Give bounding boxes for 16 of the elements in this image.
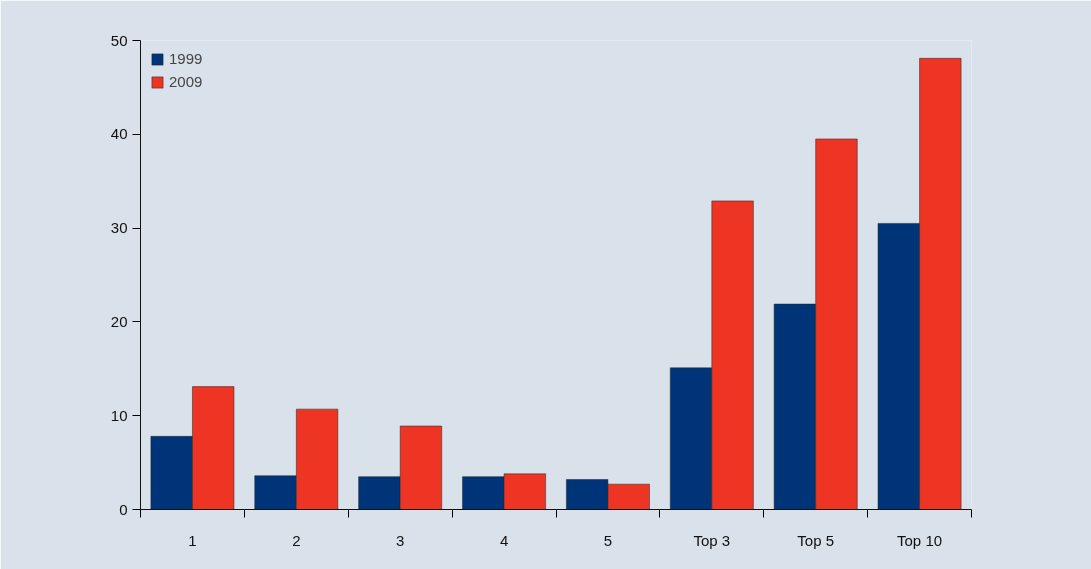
- y-tick-label: 0: [119, 500, 128, 518]
- y-tick-label: 50: [110, 31, 128, 49]
- x-tick-label: 3: [396, 531, 405, 549]
- x-tick-label: 4: [499, 531, 509, 549]
- legend-label: 1999: [169, 50, 203, 67]
- x-tick-label: 5: [603, 531, 613, 549]
- x-tick-label: Top 5: [797, 531, 835, 549]
- y-tick-label: 30: [110, 219, 128, 237]
- legend-label: 2009: [169, 73, 203, 90]
- x-tick-label: Top 3: [693, 531, 731, 549]
- y-tick-label: 20: [110, 312, 128, 330]
- x-tick-label: 2: [292, 531, 301, 549]
- y-tick-label: 40: [110, 125, 128, 143]
- x-tick-label: Top 10: [897, 531, 943, 549]
- x-tick-label: 1: [188, 531, 197, 549]
- y-tick-label: 10: [110, 406, 128, 424]
